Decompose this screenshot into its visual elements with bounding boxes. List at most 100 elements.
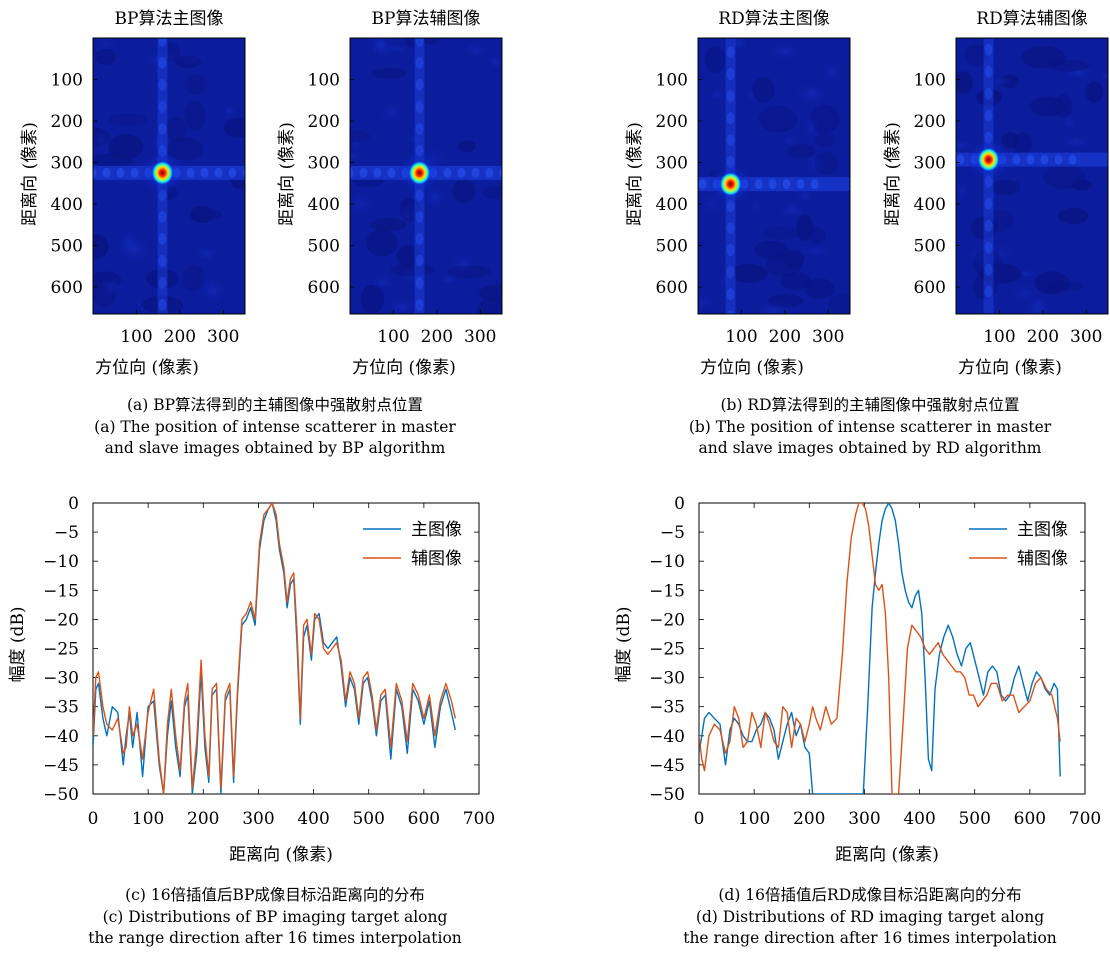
heatmap-peak <box>151 160 174 185</box>
heatmap-panel-1: BP算法主图像 100 200 300 400 500 600 100 200 300 方位向 (像… <box>20 9 246 378</box>
y-tick-label: 500 <box>308 237 340 257</box>
series-line-slave <box>93 503 456 794</box>
y-tick-label: −30 <box>649 669 685 689</box>
series-group <box>93 503 456 794</box>
y-tick-label: 200 <box>656 112 688 132</box>
y-tick-label: −15 <box>649 581 685 601</box>
x-tick-label: 100 <box>725 327 757 347</box>
x-tick-label: 300 <box>464 327 496 347</box>
caption-b-cn: (b) RD算法得到的主辅图像中强散射点位置 <box>720 396 1020 414</box>
heatmap-panel-4: RD算法辅图像 100 200 300 400 500 600 100 200 300 方位向 (像… <box>883 9 1109 378</box>
y-tick-label: −5 <box>660 523 685 543</box>
x-tick-label: 300 <box>848 809 880 829</box>
heatmap-texture <box>350 38 502 314</box>
legend-label: 辅图像 <box>1017 549 1068 569</box>
x-axis-label: 距离向 (像素) <box>229 845 333 865</box>
y-tick-label: 600 <box>51 278 83 298</box>
heatmap-title: RD算法主图像 <box>718 9 829 29</box>
caption-c-en-2: the range direction after 16 times inter… <box>88 929 462 947</box>
x-tick-label: 200 <box>164 327 196 347</box>
heatmap-texture <box>698 38 850 314</box>
x-axis-label: 方位向 (像素) <box>958 358 1062 378</box>
y-tick-label: −35 <box>43 698 79 718</box>
y-tick-label: 100 <box>656 71 688 91</box>
y-axis-label: 距离向 (像素) <box>20 122 40 226</box>
heatmap-title: BP算法辅图像 <box>372 9 481 29</box>
y-tick-label: 200 <box>308 112 340 132</box>
y-tick-label: 200 <box>914 112 946 132</box>
x-tick-label: 300 <box>812 327 844 347</box>
heatmap-peak <box>719 172 742 197</box>
x-tick-label: 200 <box>421 327 453 347</box>
y-tick-label: 600 <box>914 278 946 298</box>
heatmap-panel-3: RD算法主图像 100 200 300 400 500 600 100 200 300 方位向 (像… <box>625 9 851 378</box>
x-tick-label: 600 <box>1014 809 1046 829</box>
x-tick-label: 500 <box>958 809 990 829</box>
legend-label: 主图像 <box>411 520 462 540</box>
y-tick-label: 300 <box>308 154 340 174</box>
caption-d-cn: (d) 16倍插值后RD成像目标沿距离向的分布 <box>718 886 1022 904</box>
y-tick-label: 100 <box>51 71 83 91</box>
x-tick-label: 700 <box>1069 809 1101 829</box>
y-tick-label: 300 <box>51 154 83 174</box>
y-tick-label: −50 <box>649 785 685 805</box>
x-tick-label: 0 <box>694 809 705 829</box>
caption-c-cn: (c) 16倍插值后BP成像目标沿距离向的分布 <box>125 886 425 904</box>
heatmap-texture <box>956 38 1108 314</box>
line-chart-rd: 0 100 200 300 400 500 600 700 0 −5 −10 −15 −20 −25 −30… <box>614 494 1101 865</box>
x-tick-label: 200 <box>1027 327 1059 347</box>
y-tick-label: 500 <box>51 237 83 257</box>
heatmap-title: RD算法辅图像 <box>976 9 1087 29</box>
series-group <box>699 503 1061 794</box>
y-tick-label: 600 <box>308 278 340 298</box>
x-tick-label: 100 <box>132 809 164 829</box>
caption-a-en-2: and slave images obtained by BP algorith… <box>104 439 446 457</box>
y-tick-label: −25 <box>43 640 79 660</box>
y-tick-label: 500 <box>914 237 946 257</box>
y-tick-label: −30 <box>43 669 79 689</box>
caption-a-cn: (a) BP算法得到的主辅图像中强散射点位置 <box>126 396 424 414</box>
y-tick-label: −40 <box>43 727 79 747</box>
x-axis-label: 距离向 (像素) <box>835 845 939 865</box>
caption-a: (a) BP算法得到的主辅图像中强散射点位置 (a) The position … <box>15 395 535 460</box>
heatmap-peak <box>408 160 431 185</box>
series-line-master <box>699 503 1061 794</box>
y-tick-label: −5 <box>54 523 79 543</box>
y-tick-label: −45 <box>43 756 79 776</box>
y-tick-label: 200 <box>51 112 83 132</box>
heatmap-title: BP算法主图像 <box>115 9 224 29</box>
y-tick-label: 400 <box>308 195 340 215</box>
x-tick-label: 300 <box>1070 327 1102 347</box>
heatmap-peak <box>977 147 1000 172</box>
y-tick-label: 100 <box>308 71 340 91</box>
y-tick-label: 0 <box>674 494 685 514</box>
y-tick-label: −35 <box>649 698 685 718</box>
caption-b-en-1: (b) The position of intense scatterer in… <box>688 417 1052 436</box>
y-tick-label: −25 <box>649 640 685 660</box>
y-axis-label: 幅度 (dB) <box>8 606 28 682</box>
y-axis-label: 幅度 (dB) <box>614 606 634 682</box>
y-tick-label: −45 <box>649 756 685 776</box>
y-tick-label: 600 <box>656 278 688 298</box>
caption-b: (b) RD算法得到的主辅图像中强散射点位置 (b) The position … <box>610 395 1110 460</box>
caption-d-en-2: the range direction after 16 times inter… <box>683 929 1057 947</box>
y-tick-label: −50 <box>43 785 79 805</box>
plot-area <box>698 502 1086 795</box>
caption-b-en-2: and slave images obtained by RD algorith… <box>698 439 1042 457</box>
heatmap-frame <box>349 37 503 315</box>
x-tick-label: 400 <box>903 809 935 829</box>
y-tick-label: −10 <box>649 552 685 572</box>
x-axis-label: 方位向 (像素) <box>700 358 804 378</box>
y-tick-label: −20 <box>649 610 685 630</box>
x-axis-label: 方位向 (像素) <box>95 358 199 378</box>
caption-a-en-1: (a) The position of intense scatterer in… <box>94 417 456 436</box>
y-axis-label: 距离向 (像素) <box>625 122 645 226</box>
x-tick-label: 0 <box>88 809 99 829</box>
plot-area <box>92 502 480 795</box>
y-axis-label: 距离向 (像素) <box>883 122 903 226</box>
line-chart-bp: 0 100 200 300 400 500 600 700 0 −5 −10 −15 −20 −25 −30… <box>8 494 495 865</box>
x-tick-label: 100 <box>983 327 1015 347</box>
x-tick-label: 500 <box>352 809 384 829</box>
